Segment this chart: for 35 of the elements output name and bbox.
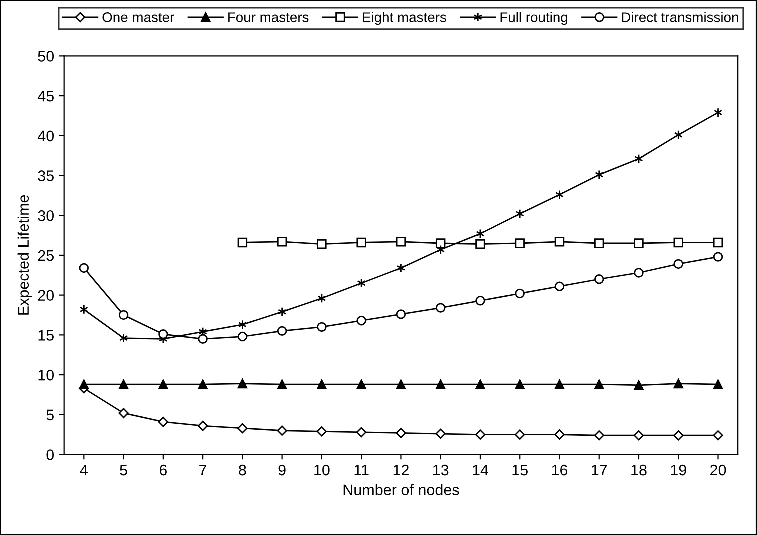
- legend-label: Four masters: [228, 12, 309, 22]
- x-axis-title: Number of nodes: [344, 484, 460, 496]
- x-tick-label: 14: [473, 465, 489, 476]
- x-tick-label: 10: [314, 464, 330, 476]
- y-tick-label: 30: [38, 210, 54, 222]
- x-tick-label: 12: [394, 464, 409, 476]
- legend-label: Full routing: [500, 12, 568, 26]
- x-tick-label: 6: [160, 464, 167, 476]
- y-axis-title: Expected Lifetime: [18, 195, 32, 315]
- y-tick-label: 10: [38, 370, 54, 381]
- legend-label: Eight masters: [363, 12, 446, 26]
- x-tick-label: 13: [434, 464, 449, 476]
- y-tick-label: 45: [38, 91, 54, 102]
- x-tick-label: 18: [632, 464, 647, 476]
- y-tick-label: 40: [38, 130, 54, 142]
- x-tick-label: 16: [552, 464, 568, 476]
- x-tick-label: 15: [512, 465, 528, 476]
- legend-label: Direct transmission: [622, 12, 738, 22]
- x-tick-label: 5: [120, 465, 128, 476]
- y-tick-label: 50: [38, 51, 54, 62]
- x-tick-label: 4: [80, 465, 88, 476]
- x-tick-label: 9: [278, 464, 286, 476]
- y-tick-label: 15: [38, 330, 54, 341]
- x-tick-label: 19: [671, 464, 686, 476]
- x-tick-label: 20: [710, 464, 726, 476]
- y-tick-label: 0: [46, 450, 54, 460]
- x-tick-label: 8: [239, 464, 246, 476]
- x-tick-label: 17: [592, 465, 608, 476]
- y-tick-label: 35: [38, 170, 54, 182]
- legend-label: One master: [102, 12, 174, 22]
- x-tick-label: 7: [200, 465, 207, 476]
- y-tick-label: 20: [38, 290, 54, 302]
- y-tick-label: 5: [46, 410, 54, 421]
- y-tick-label: 25: [38, 250, 54, 262]
- x-tick-label: 11: [354, 465, 369, 476]
